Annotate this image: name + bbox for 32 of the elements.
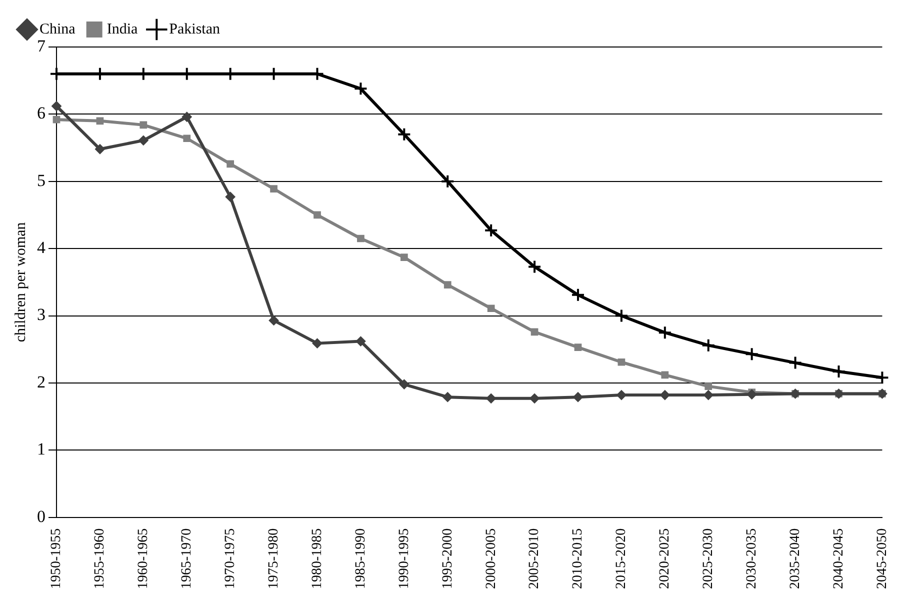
x-tick-label: 2025-2030 [701,528,716,590]
x-tick-label: 2005-2010 [527,528,542,590]
legend-label: Pakistan [169,21,220,38]
y-tick-label: 0 [37,506,46,526]
x-tick-label: 2035-2040 [788,528,803,590]
x-tick-label: 1970-1975 [223,528,238,590]
x-tick-label: 2030-2035 [744,528,760,590]
y-tick-label: 1 [37,440,46,459]
x-tick-label: 1990-1995 [396,528,412,590]
y-tick-label: 3 [37,305,46,324]
x-tick-label: 1950-1955 [49,528,64,590]
x-tick-label: 1955-1960 [92,528,108,590]
y-tick-label: 4 [37,238,46,258]
x-tick-label: 2045-2050 [874,528,890,590]
x-tick-label: 1995-2000 [440,528,456,590]
x-tick-label: 1975-1980 [266,528,282,590]
x-tick-label: 2015-2020 [614,528,630,590]
legend-label: China [40,21,76,38]
x-tick-label: 1960-1965 [136,528,152,590]
y-tick-label: 7 [37,36,46,56]
y-tick-label: 2 [37,372,46,392]
x-tick-label: 1980-1985 [310,528,325,590]
x-tick-label: 2000-2005 [484,528,499,590]
y-tick-label: 5 [37,170,46,190]
x-tick-label: 2020-2025 [658,528,673,590]
x-tick-label: 2040-2045 [831,528,846,590]
y-tick-label: 6 [37,104,46,123]
y-axis-title: children per woman [12,222,29,342]
x-tick-label: 2010-2015 [570,528,586,590]
x-tick-label: 1985-1990 [353,528,368,590]
x-tick-label: 1965-1970 [180,528,195,590]
legend-label: India [106,21,138,38]
